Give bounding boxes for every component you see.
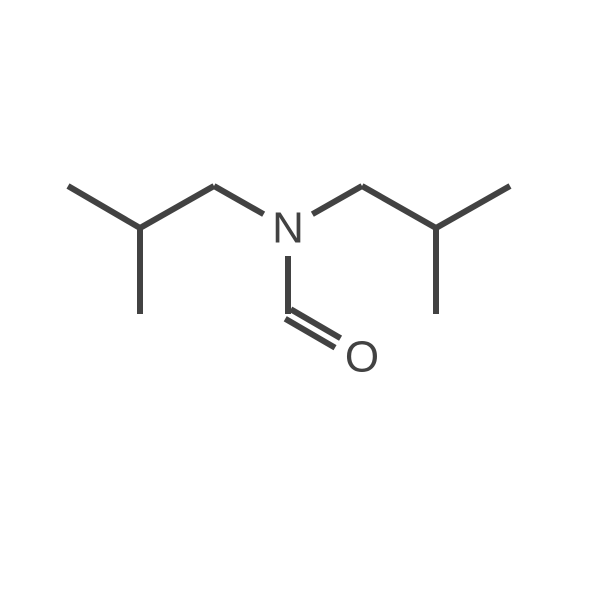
bond-line xyxy=(312,186,362,214)
molecule-diagram: NO xyxy=(0,0,600,600)
bond-line xyxy=(214,186,264,214)
bond-line xyxy=(68,186,140,228)
bond-line xyxy=(140,186,214,228)
bond-line xyxy=(362,186,436,228)
atom-label-o: O xyxy=(345,333,379,382)
atom-label-n: N xyxy=(272,204,304,253)
bond-line xyxy=(436,186,510,228)
